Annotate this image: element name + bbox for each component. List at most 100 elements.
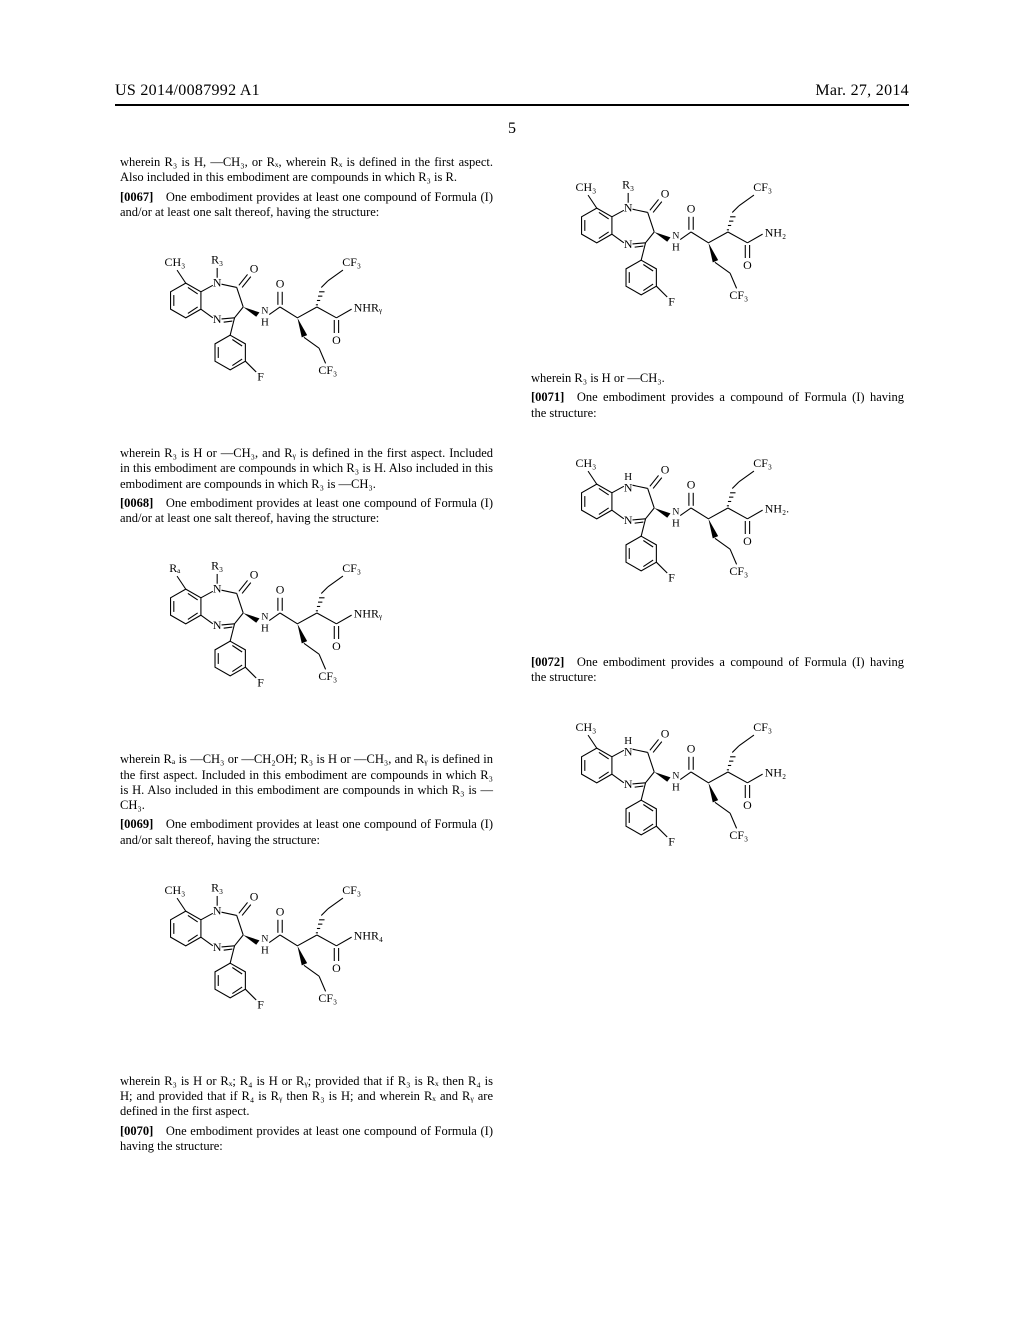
svg-text:CF₃: CF₃ — [753, 720, 772, 734]
para-0070-where: wherein R₃ is H or —CH₃. — [531, 371, 904, 386]
svg-text:N: N — [261, 933, 268, 944]
svg-text:R₃: R₃ — [211, 880, 223, 894]
svg-text:CF₃: CF₃ — [318, 669, 337, 683]
svg-text:CH₃: CH₃ — [165, 883, 186, 897]
para-0068-where: wherein Rₐ is —CH₃ or —CH₂OH; R₃ is H or… — [120, 752, 493, 813]
svg-text:N: N — [213, 940, 222, 954]
svg-text:N: N — [624, 480, 633, 494]
svg-text:O: O — [250, 261, 259, 275]
para-0067-text: One embodiment provides at least one com… — [120, 190, 493, 219]
para-0069: [0069] One embodiment provides at least … — [120, 817, 493, 848]
structure-0070: CH₃NR₃ONNHOCF₃CF₃ONH₂F — [531, 155, 904, 361]
svg-text:N: N — [261, 612, 268, 623]
structure-0067: CH₃NR₃ONNHOCF₃CF₃ONHRᵧF — [120, 230, 493, 436]
svg-text:NHRᵧ: NHRᵧ — [354, 607, 383, 621]
page-number: 5 — [0, 120, 1024, 138]
svg-text:R₃: R₃ — [211, 559, 223, 573]
para-0070: [0070] One embodiment provides at least … — [120, 1124, 493, 1155]
svg-text:H: H — [672, 782, 680, 794]
svg-text:R₃: R₃ — [211, 253, 223, 267]
svg-text:O: O — [743, 258, 752, 272]
svg-text:O: O — [276, 276, 285, 290]
svg-text:NH₂: NH₂ — [765, 766, 786, 780]
svg-text:H: H — [672, 517, 680, 529]
svg-text:O: O — [250, 889, 259, 903]
para-0068-num: [0068] — [120, 496, 153, 510]
para-0072-text: One embodiment provides a compound of Fo… — [531, 655, 904, 684]
para-0069-where: wherein R₃ is H or Rₓ; R₄ is H or Rᵧ; pr… — [120, 1074, 493, 1120]
svg-text:O: O — [332, 333, 341, 347]
svg-text:H: H — [672, 241, 680, 253]
para-0068-text: One embodiment provides at least one com… — [120, 496, 493, 525]
svg-text:N: N — [672, 771, 679, 782]
svg-text:CF₃: CF₃ — [753, 456, 772, 470]
svg-text:NHRᵧ: NHRᵧ — [354, 300, 383, 314]
svg-text:O: O — [743, 798, 752, 812]
svg-text:F: F — [257, 676, 264, 690]
para-0067-num: [0067] — [120, 190, 153, 204]
svg-text:CF₃: CF₃ — [318, 363, 337, 377]
para-0072-num: [0072] — [531, 655, 564, 669]
svg-text:F: F — [668, 835, 675, 849]
para-0070-text: One embodiment provides at least one com… — [120, 1124, 493, 1153]
structure-0069: CH₃NR₃ONNHOCF₃CF₃ONHR₄F — [120, 858, 493, 1064]
svg-text:N: N — [261, 305, 268, 316]
svg-text:CH₃: CH₃ — [576, 180, 597, 194]
svg-text:Rₐ: Rₐ — [169, 561, 181, 575]
para-0070-num: [0070] — [120, 1124, 153, 1138]
svg-text:O: O — [332, 639, 341, 653]
para-0066-cont: wherein R₃ is H, —CH₃, or Rₓ, wherein Rₓ… — [120, 155, 493, 186]
svg-text:N: N — [213, 312, 222, 326]
publication-number: US 2014/0087992 A1 — [115, 82, 260, 100]
svg-text:CH₃: CH₃ — [576, 456, 597, 470]
para-0067: [0067] One embodiment provides at least … — [120, 190, 493, 221]
svg-text:CF₃: CF₃ — [729, 564, 748, 578]
svg-text:O: O — [687, 742, 696, 756]
header-rule — [115, 104, 909, 106]
svg-text:H: H — [261, 316, 269, 328]
svg-text:H: H — [261, 944, 269, 956]
svg-text:N: N — [672, 506, 679, 517]
svg-text:N: N — [624, 777, 633, 791]
svg-text:F: F — [668, 570, 675, 584]
svg-text:CF₃: CF₃ — [342, 255, 361, 269]
svg-text:O: O — [276, 904, 285, 918]
svg-text:O: O — [661, 186, 670, 200]
structure-0072: CH₃HNONNHOCF₃CF₃ONH₂F — [531, 695, 904, 901]
svg-text:H: H — [261, 623, 269, 635]
svg-text:CF₃: CF₃ — [729, 828, 748, 842]
svg-text:O: O — [687, 201, 696, 215]
svg-text:N: N — [213, 618, 222, 632]
para-0068: [0068] One embodiment provides at least … — [120, 496, 493, 527]
publication-date: Mar. 27, 2014 — [815, 82, 909, 100]
svg-text:O: O — [743, 534, 752, 548]
para-0067-where: wherein R₃ is H or —CH₃, and Rᵧ is defin… — [120, 446, 493, 492]
svg-text:F: F — [257, 997, 264, 1011]
body-columns: wherein R₃ is H, —CH₃, or Rₓ, wherein Rₓ… — [120, 155, 904, 1280]
svg-text:N: N — [624, 513, 633, 527]
svg-text:CH₃: CH₃ — [576, 720, 597, 734]
svg-text:CF₃: CF₃ — [318, 991, 337, 1005]
svg-text:O: O — [276, 583, 285, 597]
svg-text:NHR₄: NHR₄ — [354, 928, 383, 942]
para-0071-text: One embodiment provides a compound of Fo… — [531, 390, 904, 419]
svg-text:O: O — [661, 462, 670, 476]
svg-text:O: O — [661, 727, 670, 741]
svg-text:CF₃: CF₃ — [729, 288, 748, 302]
structure-0071: CH₃HNONNHOCF₃CF₃ONH₂.F — [531, 431, 904, 637]
svg-text:N: N — [624, 237, 633, 251]
svg-text:R₃: R₃ — [622, 178, 634, 192]
svg-text:CF₃: CF₃ — [753, 180, 772, 194]
svg-text:O: O — [687, 477, 696, 491]
svg-text:N: N — [624, 745, 633, 759]
para-0069-text: One embodiment provides at least one com… — [120, 817, 493, 846]
svg-text:F: F — [257, 370, 264, 384]
svg-text:CH₃: CH₃ — [165, 255, 186, 269]
para-0072: [0072] One embodiment provides a compoun… — [531, 655, 904, 686]
para-0069-num: [0069] — [120, 817, 153, 831]
svg-text:F: F — [668, 295, 675, 309]
svg-text:CF₃: CF₃ — [342, 561, 361, 575]
svg-text:CF₃: CF₃ — [342, 883, 361, 897]
svg-text:NH₂: NH₂ — [765, 225, 786, 239]
svg-text:N: N — [672, 230, 679, 241]
